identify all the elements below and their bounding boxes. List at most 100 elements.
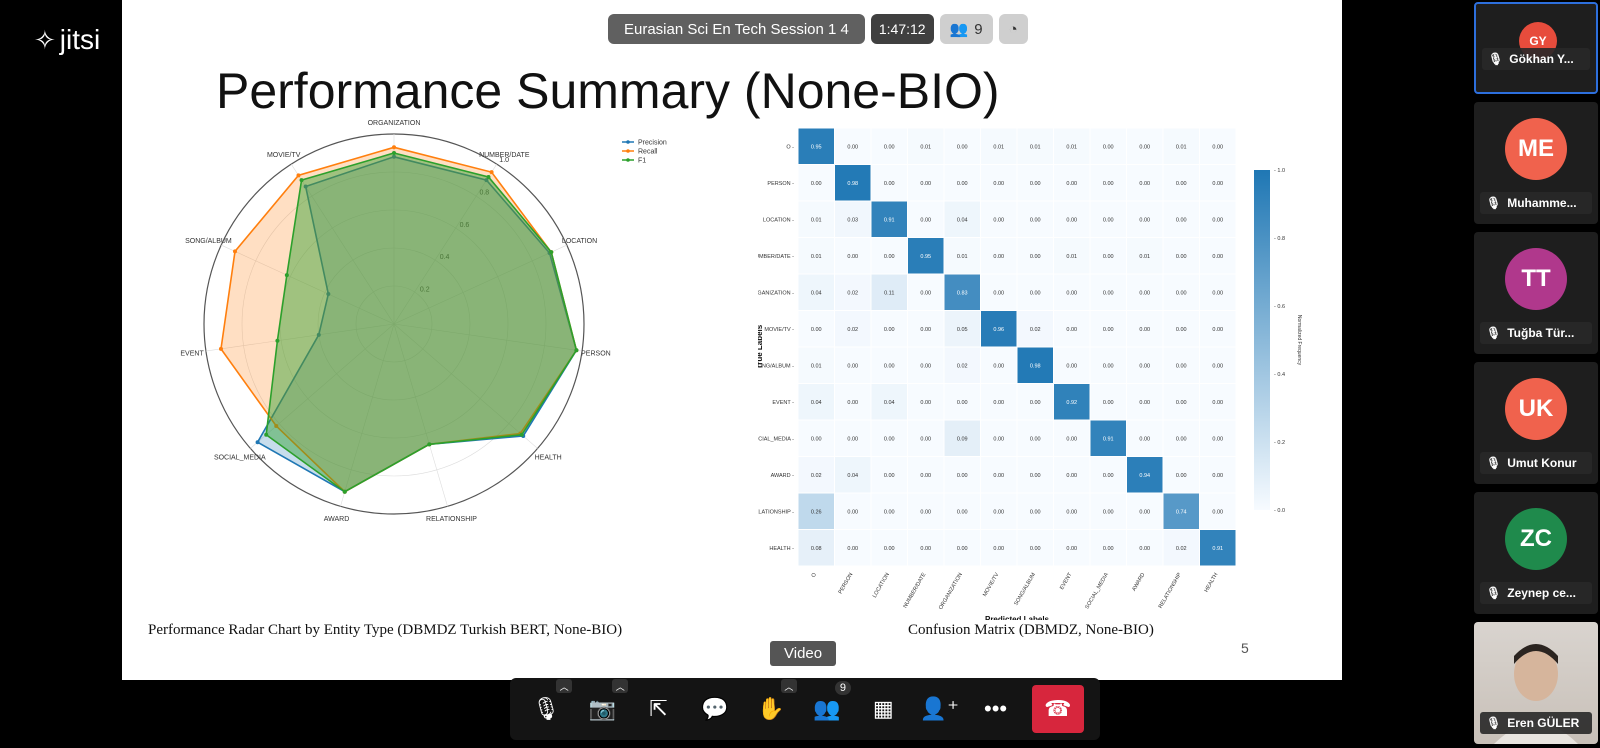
mic-muted-icon: 🎙 — [532, 696, 561, 721]
cm-cell-value: 0.00 — [1176, 254, 1187, 260]
cm-cell-value: 0.04 — [811, 290, 822, 296]
participant-name-tag: 🎙 Umut Konur — [1480, 452, 1592, 474]
chat-button[interactable]: 💬 — [695, 689, 735, 729]
cm-cell — [834, 200, 872, 238]
cm-cell-value: 0.00 — [920, 546, 931, 552]
cm-cell-value: 0.04 — [957, 217, 968, 223]
video-button[interactable]: Video — [770, 641, 837, 666]
cm-cell-value: 0.01 — [1066, 144, 1077, 150]
share-screen-button[interactable]: ⇱ — [638, 689, 678, 729]
shared-slide: Performance Summary (None-BIO) ORGANIZAT… — [122, 0, 1342, 680]
cm-cell-value: 0.02 — [811, 473, 822, 479]
slide-title: Performance Summary (None-BIO) — [216, 63, 1000, 119]
cm-cell-value: 0.00 — [1103, 400, 1114, 406]
participant-tile[interactable]: UK 🎙 Umut Konur — [1474, 362, 1598, 484]
cm-cell-value: 0.00 — [1103, 254, 1114, 260]
cm-cell — [797, 310, 835, 348]
cm-cell-value: 0.00 — [993, 254, 1004, 260]
cm-cell — [907, 529, 945, 567]
radar-point — [303, 184, 308, 189]
mic-options-caret-icon[interactable]: ︿ — [556, 679, 573, 693]
cm-cell — [834, 164, 872, 202]
participant-tile[interactable]: ME 🎙 Muhamme... — [1474, 102, 1598, 224]
radar-axis-line — [221, 244, 395, 325]
radar-axis-line — [393, 323, 538, 449]
cm-row-label: ORGANIZATION - — [758, 290, 794, 296]
participant-tile[interactable]: TT 🎙 Tuğba Tür... — [1474, 232, 1598, 354]
cm-cell-value: 0.01 — [920, 144, 931, 150]
cm-cell-value: 0.00 — [1139, 290, 1150, 296]
cm-cell-value: 0.00 — [1212, 327, 1223, 333]
cm-cell — [980, 419, 1018, 457]
cm-cell — [907, 237, 945, 275]
participant-tile[interactable]: ZC 🎙 Zeynep ce... — [1474, 492, 1598, 614]
cm-cell — [797, 237, 835, 275]
participant-name: Muhamme... — [1507, 196, 1577, 210]
radar-point — [296, 173, 301, 178]
participants-count: 9 — [974, 20, 983, 38]
microphone-button[interactable]: 🎙 ︿ — [526, 679, 573, 729]
mic-muted-icon: 🎙 — [1486, 586, 1502, 600]
reactions-caret-icon[interactable]: ︿ — [780, 679, 797, 693]
mic-muted-icon: 🎙 — [1486, 456, 1502, 470]
participant-name: Umut Konur — [1507, 456, 1577, 470]
radar-category-label: HEALTH — [535, 454, 562, 461]
more-actions-button[interactable]: ••• — [976, 689, 1016, 729]
avatar: ZC — [1505, 508, 1567, 570]
cm-cell — [870, 456, 908, 494]
cm-cell-value: 0.08 — [811, 546, 822, 552]
cm-cell-value: 0.91 — [1103, 436, 1114, 442]
participants-count-pill[interactable]: 👥 9 — [939, 14, 993, 44]
participant-tile[interactable]: GY 🎙 Gökhan Y... — [1474, 2, 1598, 94]
share-screen-icon: ⇱ — [649, 696, 668, 721]
cm-cell-value: 0.00 — [847, 400, 858, 406]
cm-cell — [1089, 273, 1127, 311]
cm-row-label: MOVIE/TV - — [764, 327, 794, 333]
cm-cell-value: 0.00 — [1103, 473, 1114, 479]
cm-cell-value: 0.00 — [847, 546, 858, 552]
radar-point — [392, 154, 396, 159]
colorbar-label: Normalized Frequency — [1296, 315, 1302, 366]
cm-cell-value: 0.00 — [1176, 400, 1187, 406]
cm-col-label: SOCIAL_MEDIA — [1084, 572, 1110, 610]
cm-cell — [943, 419, 981, 457]
participants-button[interactable]: 👥 9 — [807, 681, 852, 729]
tile-view-button[interactable]: ▦ — [863, 689, 903, 729]
cm-cell-value: 0.00 — [884, 181, 895, 187]
cm-cell-value: 0.00 — [1066, 546, 1077, 552]
cm-cell-value: 0.00 — [811, 181, 822, 187]
cm-cell-value: 0.00 — [811, 436, 822, 442]
radar-point — [392, 151, 396, 155]
cm-cell — [1199, 456, 1237, 494]
cm-cell-value: 0.00 — [1103, 546, 1114, 552]
camera-options-caret-icon[interactable]: ︿ — [612, 679, 629, 693]
gauge-icon: ◔ — [1008, 20, 1018, 38]
avatar: ME — [1505, 118, 1567, 180]
cm-cell-value: 0.00 — [1066, 290, 1077, 296]
cm-cell-value: 0.00 — [847, 436, 858, 442]
invite-button[interactable]: 👤⁺ — [919, 689, 959, 729]
cm-cell-value: 0.00 — [1103, 509, 1114, 515]
radar-category-label: EVENT — [180, 351, 204, 358]
participants-badge: 9 — [834, 681, 852, 695]
colorbar-tick: - 1.0 — [1274, 168, 1285, 174]
cm-row-label: HEALTH - — [769, 546, 794, 552]
cm-cell — [1016, 200, 1054, 238]
cm-cell — [1199, 237, 1237, 275]
cm-cell — [1016, 456, 1054, 494]
cm-cell — [1126, 310, 1164, 348]
raise-hand-button[interactable]: ✋ ︿ — [751, 679, 797, 729]
cm-cell-value: 0.00 — [1139, 436, 1150, 442]
hang-up-button[interactable]: ☎ — [1031, 685, 1084, 733]
connection-stats-button[interactable]: ◔ — [998, 14, 1028, 44]
cm-cell — [834, 456, 872, 494]
cm-cell-value: 0.00 — [1176, 473, 1187, 479]
participant-tile-video[interactable]: 🎙 Eren GÜLER — [1474, 622, 1598, 744]
meeting-toolbar: 🎙 ︿ 📷 ︿ ⇱ 💬 ✋ ︿ 👥 9 ▦ 👤⁺ ••• ☎ — [510, 678, 1100, 740]
cm-cell-value: 0.00 — [1139, 144, 1150, 150]
cm-cell — [1089, 237, 1127, 275]
cm-cell-value: 0.00 — [993, 290, 1004, 296]
camera-button[interactable]: 📷 ︿ — [582, 679, 629, 729]
cm-cell-value: 0.01 — [811, 363, 822, 369]
cm-cell-value: 0.00 — [1176, 327, 1187, 333]
